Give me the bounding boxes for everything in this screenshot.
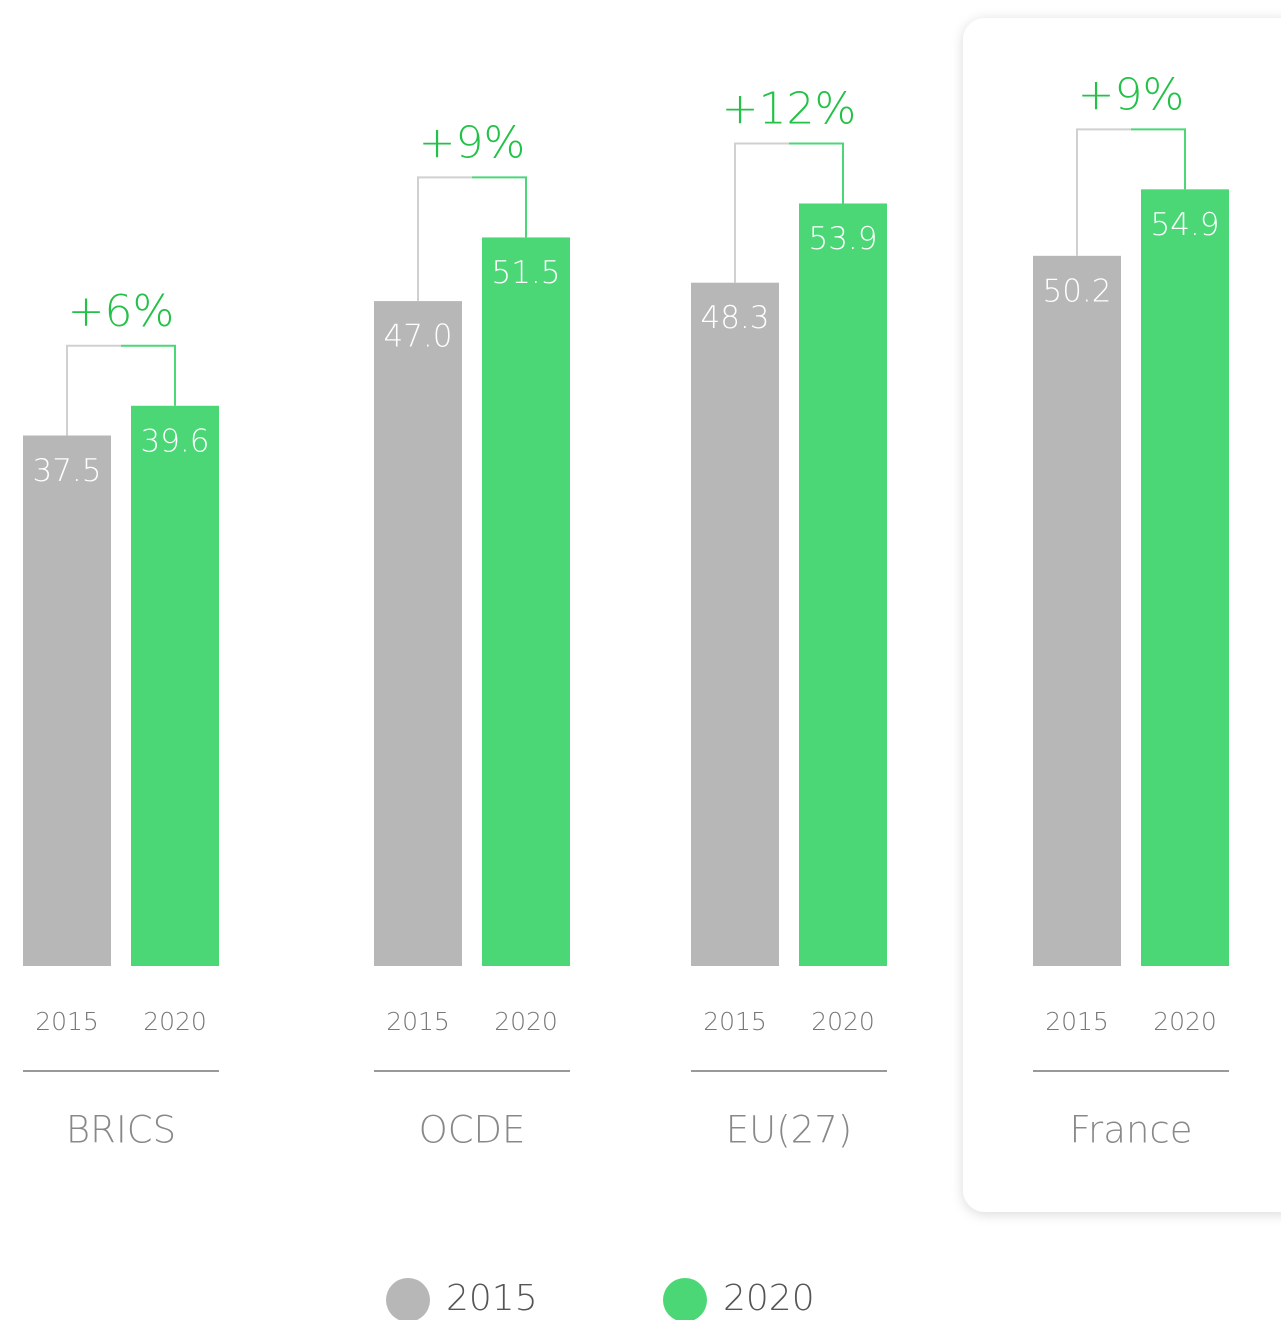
category-label: OCDE [419,1109,526,1152]
series-label: 2015 [35,1007,99,1036]
bracket-right [472,176,527,238]
bracket-right [789,142,844,204]
series-label: 2020 [811,1007,875,1036]
bar [131,405,219,966]
category-label: EU(27) [726,1109,852,1152]
category-label: France [1069,1109,1192,1152]
value-label: 50.2 [1042,273,1111,309]
value-label: 48.3 [700,300,769,336]
bracket-left [66,344,121,436]
legend-label: 2020 [723,1278,815,1319]
value-label: 53.9 [808,221,877,257]
bar [482,237,570,967]
bar [1033,255,1121,967]
highlight-card [963,18,1281,1212]
category-label: BRICS [66,1109,176,1152]
bracket-right [121,344,176,406]
series-label: 2015 [386,1007,450,1036]
bar [799,203,887,967]
series-label: 2015 [703,1007,767,1036]
change-label: +6% [68,286,175,337]
bar [374,301,462,966]
series-label: 2020 [143,1007,207,1036]
bar [1141,189,1229,966]
bracket-left [1076,128,1131,256]
value-label: 39.6 [140,423,209,459]
legend-swatch [663,1278,707,1320]
value-label: 51.5 [491,255,560,291]
bar [691,282,779,967]
change-label: +9% [419,117,526,168]
change-label: +12% [722,83,857,134]
value-label: 37.5 [32,453,101,489]
bracket-left [417,176,472,302]
series-label: 2020 [1153,1007,1217,1036]
change-label: +9% [1078,69,1185,120]
bracket-left [734,142,789,283]
series-label: 2020 [494,1007,558,1036]
bracket-right [1131,128,1186,190]
legend-swatch [386,1278,430,1320]
value-label: 47.0 [383,319,452,355]
value-label: 54.9 [1150,207,1219,243]
legend-label: 2015 [446,1278,538,1319]
series-label: 2015 [1045,1007,1109,1036]
bar [23,435,111,966]
